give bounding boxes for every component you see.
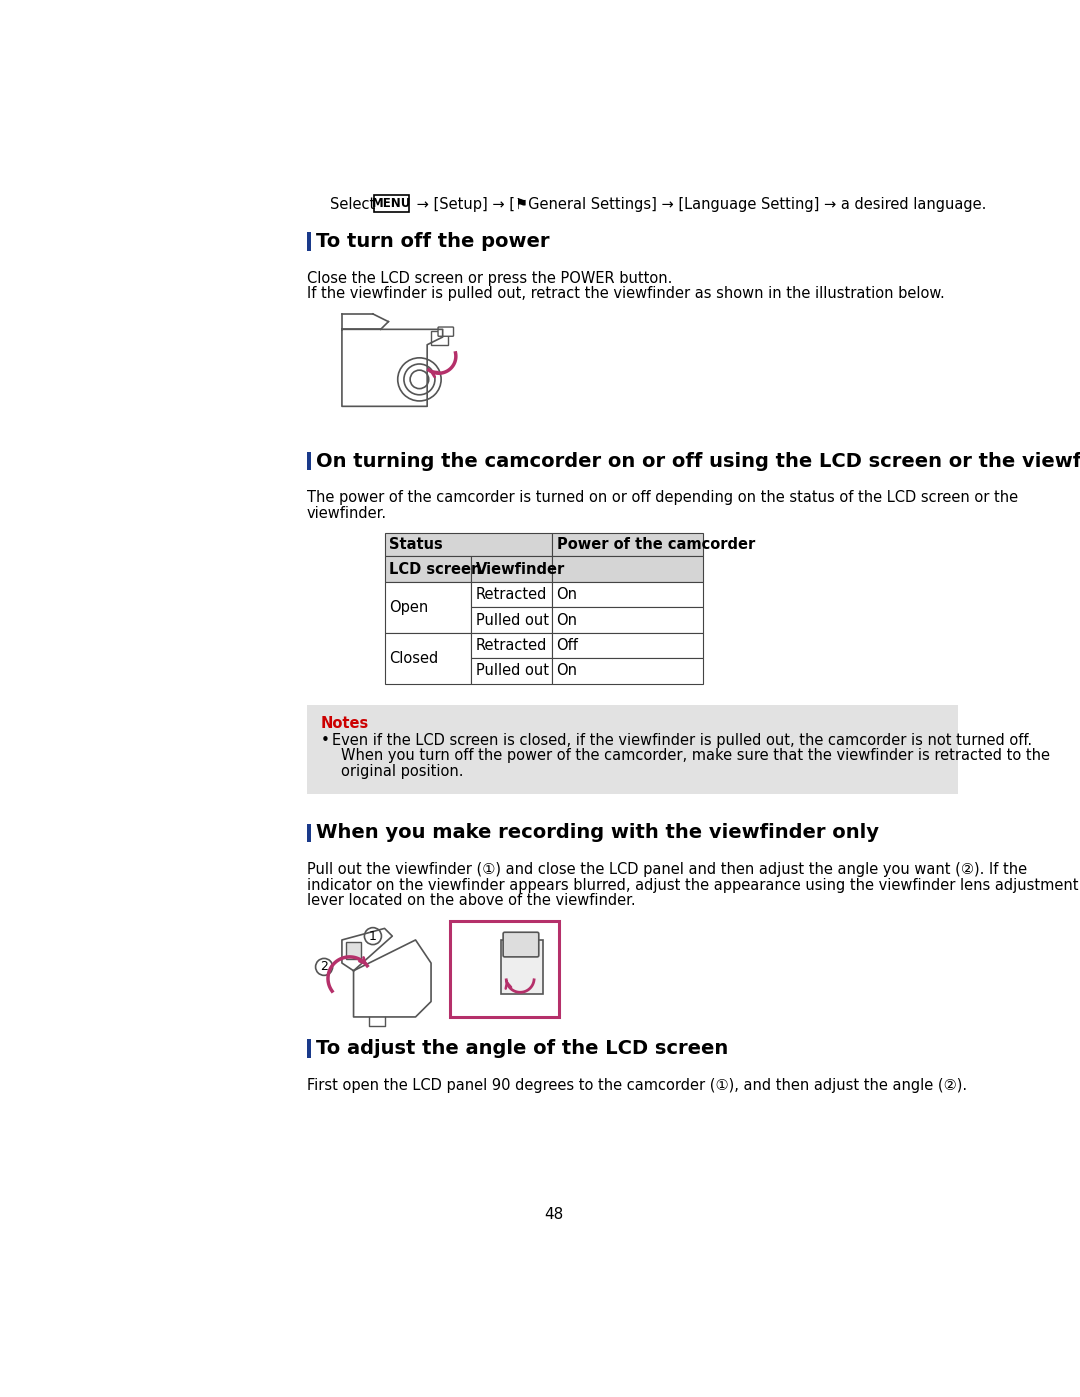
Bar — [307, 232, 311, 251]
Bar — [501, 940, 543, 993]
Text: Pull out the viewfinder (①) and close the LCD panel and then adjust the angle yo: Pull out the viewfinder (①) and close th… — [307, 862, 1027, 877]
Bar — [552, 556, 703, 583]
Bar — [471, 608, 552, 633]
Bar — [471, 658, 552, 683]
Text: If the viewfinder is pulled out, retract the viewfinder as shown in the illustra: If the viewfinder is pulled out, retract… — [307, 286, 945, 302]
Text: Pulled out: Pulled out — [476, 612, 549, 627]
Text: •: • — [321, 733, 329, 747]
Bar — [384, 556, 471, 583]
Bar — [552, 633, 703, 658]
Text: Select: Select — [330, 197, 380, 212]
Bar — [307, 451, 311, 471]
Text: lever located on the above of the viewfinder.: lever located on the above of the viewfi… — [307, 893, 636, 908]
Text: When you turn off the power of the camcorder, make sure that the viewfinder is r: When you turn off the power of the camco… — [341, 749, 1050, 763]
Text: Notes: Notes — [321, 715, 369, 731]
Bar — [346, 942, 362, 960]
Bar — [307, 705, 958, 793]
Bar — [384, 633, 471, 683]
FancyBboxPatch shape — [375, 196, 408, 212]
Text: Open: Open — [389, 599, 429, 615]
Text: To adjust the angle of the LCD screen: To adjust the angle of the LCD screen — [316, 1039, 729, 1058]
Text: To turn off the power: To turn off the power — [316, 232, 550, 251]
Bar — [384, 583, 471, 633]
Text: Viewfinder: Viewfinder — [476, 562, 565, 577]
Text: On turning the camcorder on or off using the LCD screen or the viewfinder: On turning the camcorder on or off using… — [316, 451, 1080, 471]
FancyBboxPatch shape — [503, 932, 539, 957]
Circle shape — [315, 958, 333, 975]
Circle shape — [364, 928, 381, 944]
Bar — [552, 534, 703, 556]
Text: On: On — [556, 664, 578, 679]
Text: Even if the LCD screen is closed, if the viewfinder is pulled out, the camcorder: Even if the LCD screen is closed, if the… — [332, 733, 1032, 747]
Text: On: On — [556, 612, 578, 627]
Text: On: On — [556, 587, 578, 602]
Text: 1: 1 — [369, 929, 377, 943]
Bar — [471, 583, 552, 608]
Bar — [552, 583, 703, 608]
Bar — [471, 633, 552, 658]
Text: original position.: original position. — [341, 764, 463, 778]
Bar — [450, 921, 559, 1017]
Bar — [307, 1039, 311, 1058]
Text: Retracted: Retracted — [476, 638, 548, 652]
Bar — [307, 824, 311, 842]
FancyBboxPatch shape — [438, 327, 454, 337]
Text: When you make recording with the viewfinder only: When you make recording with the viewfin… — [316, 823, 879, 842]
Bar — [552, 658, 703, 683]
Bar — [552, 608, 703, 633]
Text: Closed: Closed — [389, 651, 438, 665]
Text: 48: 48 — [544, 1207, 563, 1222]
Text: Retracted: Retracted — [476, 587, 548, 602]
Text: First open the LCD panel 90 degrees to the camcorder (①), and then adjust the an: First open the LCD panel 90 degrees to t… — [307, 1077, 968, 1092]
Text: viewfinder.: viewfinder. — [307, 506, 387, 521]
Text: Power of the camcorder: Power of the camcorder — [556, 538, 755, 552]
Text: 2: 2 — [320, 960, 328, 974]
Text: indicator on the viewfinder appears blurred, adjust the appearance using the vie: indicator on the viewfinder appears blur… — [307, 877, 1079, 893]
Text: MENU: MENU — [372, 197, 411, 211]
Bar — [384, 534, 552, 556]
Text: Close the LCD screen or press the POWER button.: Close the LCD screen or press the POWER … — [307, 271, 673, 286]
Text: LCD screen: LCD screen — [389, 562, 482, 577]
Bar — [431, 331, 448, 345]
Text: → [Setup] → [⚑General Settings] → [Language Setting] → a desired language.: → [Setup] → [⚑General Settings] → [Langu… — [411, 197, 986, 212]
Bar — [471, 556, 552, 583]
Text: The power of the camcorder is turned on or off depending on the status of the LC: The power of the camcorder is turned on … — [307, 490, 1018, 506]
Text: Pulled out: Pulled out — [476, 664, 549, 679]
Text: Off: Off — [556, 638, 579, 652]
Text: Status: Status — [389, 538, 443, 552]
